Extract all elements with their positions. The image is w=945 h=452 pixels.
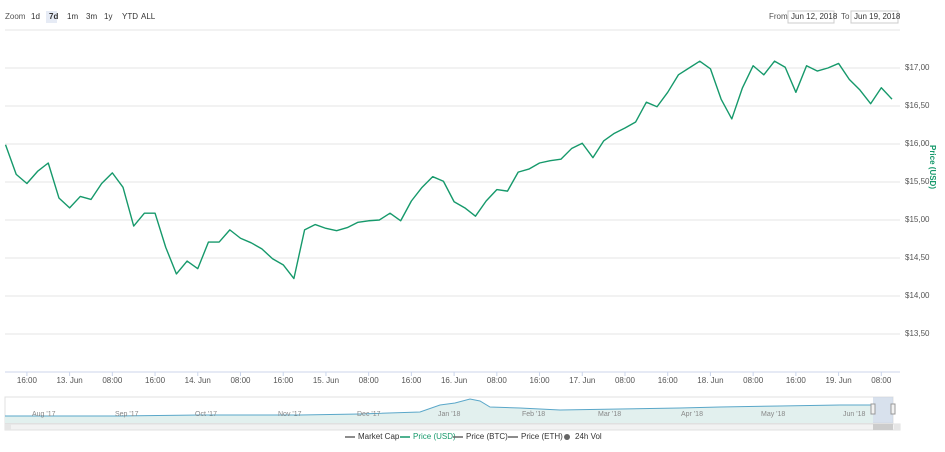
x-tick-label: 08:00	[487, 376, 508, 385]
y-tick-label: $16,50	[905, 101, 930, 110]
zoom-button[interactable]: 3m	[86, 12, 97, 21]
navigator-line	[5, 398, 873, 417]
navigator-label: Feb '18	[522, 411, 545, 418]
navigator-label: Apr '18	[681, 411, 703, 418]
x-tick-label: 15. Jun	[313, 376, 339, 385]
navigator-area	[5, 399, 873, 423]
navigator-label: Aug '17	[32, 411, 56, 418]
y-axis-title: Price (USD)	[928, 145, 937, 189]
scrollbar-track[interactable]	[4, 423, 901, 431]
y-tick-label: $13,50	[905, 329, 930, 338]
y-tick-label: $15,50	[905, 177, 930, 186]
x-tick-label: 18. Jun	[697, 376, 723, 385]
from-input[interactable]	[787, 10, 835, 24]
legend-item[interactable]: Price (BTC)	[466, 432, 508, 441]
x-tick-label: 08:00	[743, 376, 764, 385]
scrollbar-left-button[interactable]	[5, 424, 11, 430]
x-tick-label: 14. Jun	[185, 376, 211, 385]
y-tick-label: $17,00	[905, 63, 930, 72]
zoom-button[interactable]: 7d	[49, 12, 58, 21]
legend-item[interactable]: Market Cap	[358, 432, 400, 441]
y-tick-label: $14,50	[905, 253, 930, 262]
scrollbar-thumb[interactable]	[873, 424, 893, 430]
x-tick-label: 19. Jun	[825, 376, 851, 385]
zoom-button[interactable]: 1y	[104, 12, 112, 21]
price-line	[4, 60, 893, 280]
scrollbar-right-button[interactable]	[894, 424, 900, 430]
plot-area: $13,50 $14,00 $14,50 $15,00 $15,50 $16,00 $16,…	[4, 29, 930, 385]
navigator-label: Nov '17	[278, 411, 302, 418]
legend: Market Cap Price (USD) Price (BTC) Price (E…	[345, 432, 602, 441]
zoom-button-active-bg[interactable]	[46, 11, 57, 23]
navigator-label: Oct '17	[195, 411, 217, 418]
x-tick-label: 16. Jun	[441, 376, 467, 385]
navigator-label: Mar '18	[598, 411, 621, 418]
legend-item[interactable]: 24h Vol	[575, 432, 602, 441]
x-tick-label: 16:00	[530, 376, 551, 385]
navigator-label: Dec '17	[357, 411, 381, 418]
navigator-handle-right[interactable]	[890, 403, 896, 415]
from-label: From	[769, 12, 788, 21]
y-tick-label: $15,00	[905, 215, 930, 224]
x-tick-label: 16:00	[658, 376, 679, 385]
navigator-label: Jun '18	[843, 411, 865, 418]
x-tick-label: 08:00	[359, 376, 380, 385]
x-tick-label: 16:00	[145, 376, 166, 385]
x-tick-label: 13. Jun	[56, 376, 82, 385]
x-tick-label: 08:00	[230, 376, 251, 385]
x-tick-label: 08:00	[102, 376, 123, 385]
legend-symbol[interactable]	[564, 434, 570, 440]
x-tick-label: 16:00	[786, 376, 807, 385]
navigator-labels: Aug '17 Sep '17 Oct '17 Nov '17 Dec '17 Jan '…	[32, 411, 865, 418]
to-label: To	[841, 12, 850, 21]
x-tick-label: 17. Jun	[569, 376, 595, 385]
zoom-label: Zoom	[5, 12, 26, 21]
x-tick-label: 08:00	[615, 376, 636, 385]
navigator-selection[interactable]	[873, 397, 893, 423]
navigator-handle-left[interactable]	[870, 403, 876, 415]
legend-item[interactable]: Price (ETH)	[521, 432, 563, 441]
from-date[interactable]: Jun 12, 2018	[791, 12, 838, 21]
y-tick-label: $16,00	[905, 139, 930, 148]
x-tick-label: 16:00	[273, 376, 294, 385]
navigator-label: Sep '17	[115, 411, 139, 418]
x-tick-label: 08:00	[871, 376, 892, 385]
navigator-label: May '18	[761, 411, 785, 418]
x-tick-label: 16:00	[401, 376, 422, 385]
to-date[interactable]: Jun 19, 2018	[854, 12, 901, 21]
x-tick-label: 16:00	[17, 376, 38, 385]
zoom-button[interactable]: 1d	[31, 12, 40, 21]
to-input[interactable]	[850, 10, 899, 24]
zoom-buttons: 1d 7d 1m 3m 1y YTD ALL	[31, 11, 156, 23]
zoom-button[interactable]: YTD	[122, 12, 138, 21]
navigator-label: Jan '18	[438, 411, 460, 418]
zoom-button[interactable]: ALL	[141, 12, 156, 21]
y-tick-label: $14,00	[905, 291, 930, 300]
zoom-button[interactable]: 1m	[67, 12, 78, 21]
legend-item[interactable]: Price (USD)	[413, 432, 456, 441]
